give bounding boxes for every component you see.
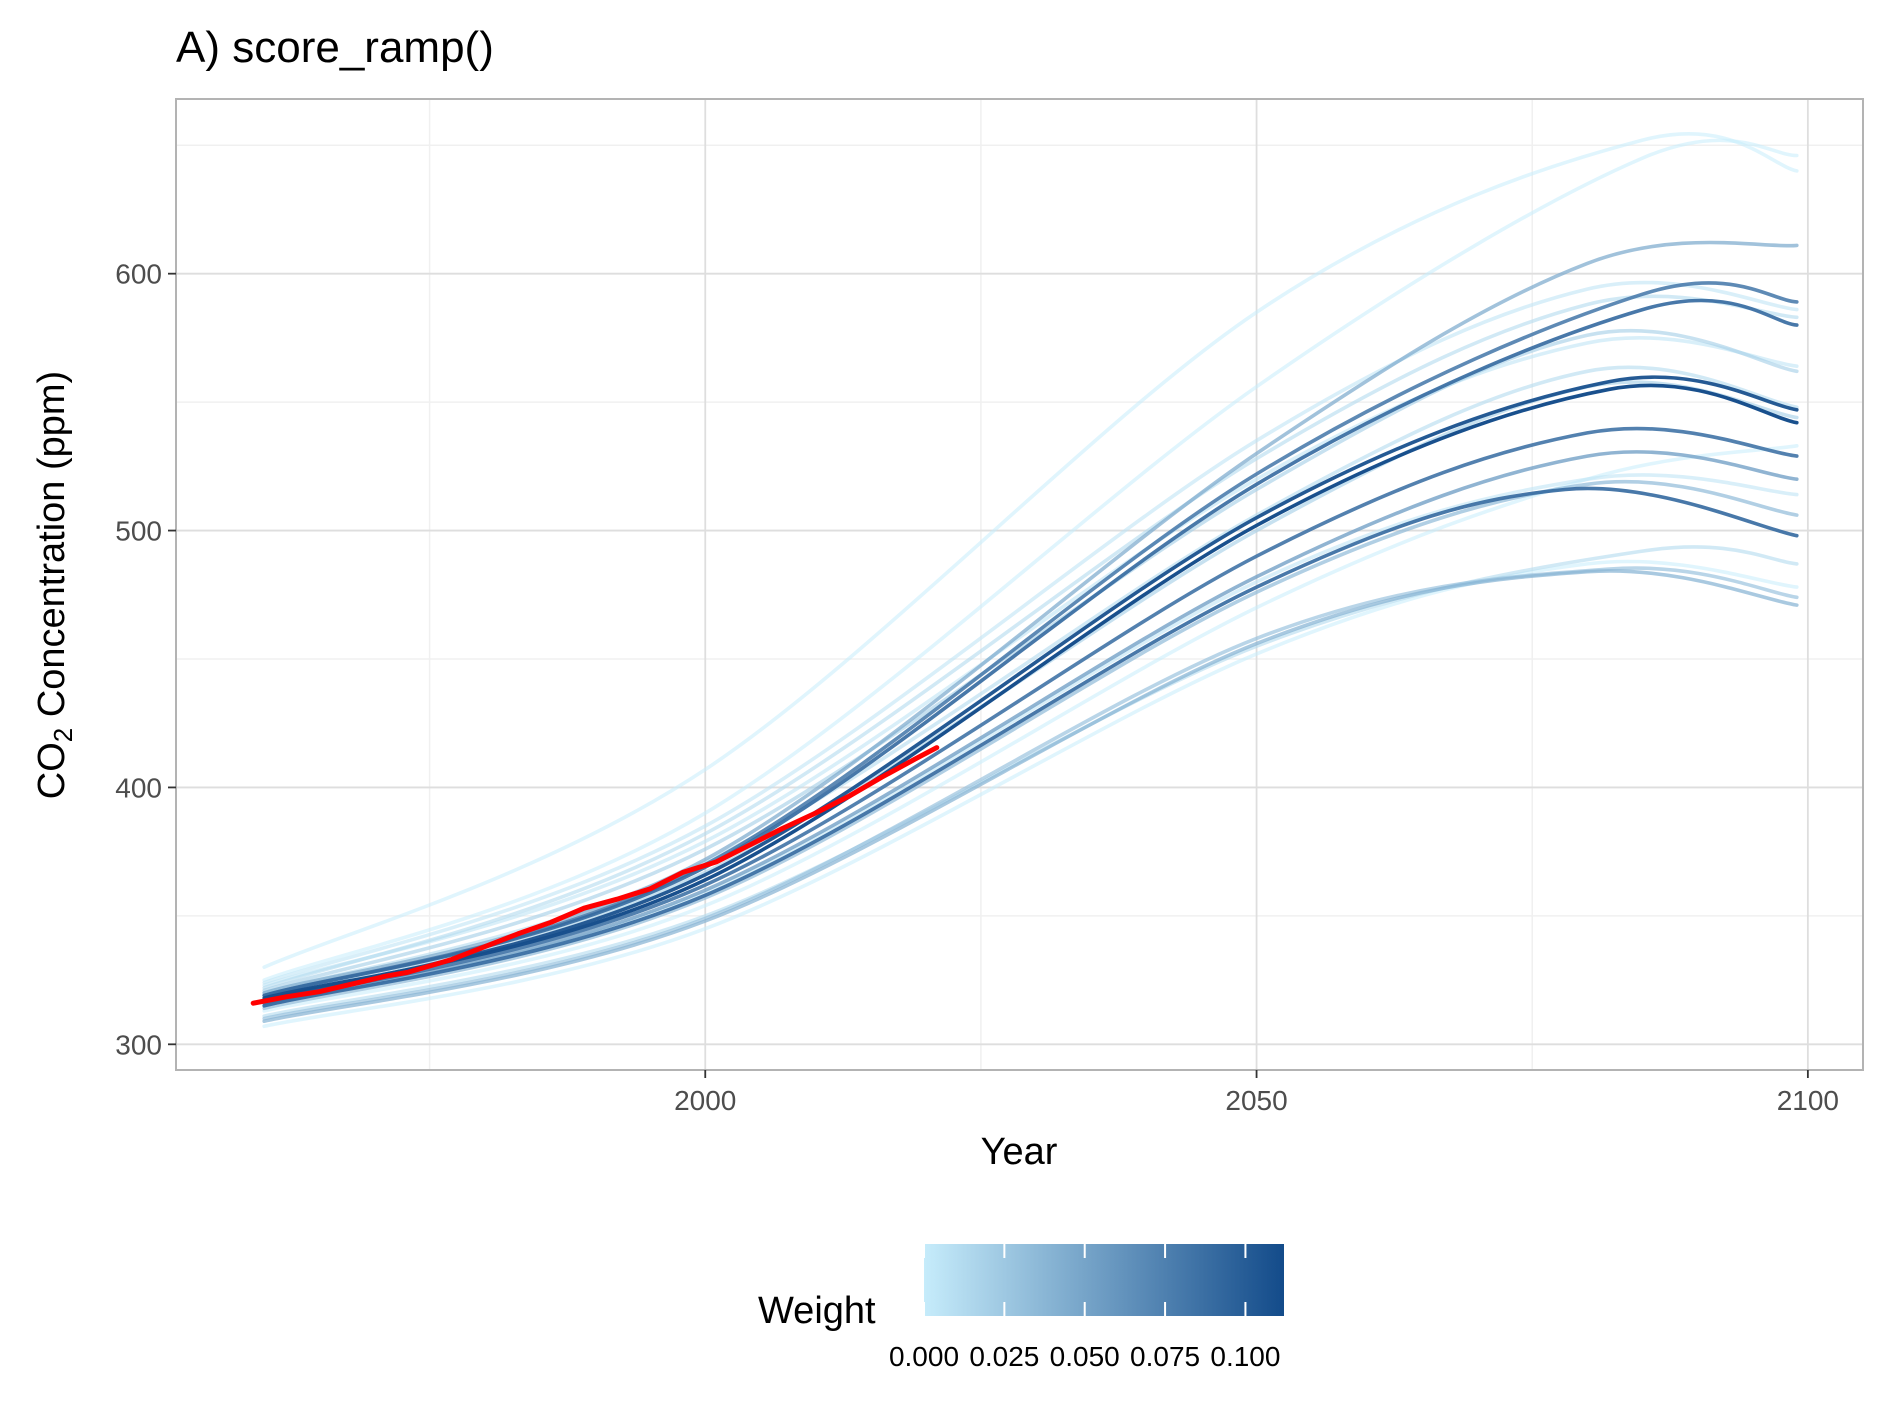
panel-background bbox=[176, 99, 1863, 1070]
y-axis-ticks: 300 400 500 600 bbox=[115, 259, 176, 1060]
grid-major bbox=[176, 99, 1863, 1070]
y-axis-title: CO2 Concentration (ppm) bbox=[31, 371, 78, 799]
series-line bbox=[262, 479, 1799, 1011]
series-line bbox=[262, 298, 1799, 998]
y-tick-label: 500 bbox=[115, 516, 162, 547]
series-line bbox=[262, 383, 1799, 1000]
legend-title: Weight bbox=[758, 1290, 876, 1332]
series-line bbox=[262, 132, 1799, 969]
legend-tick-label: 0.075 bbox=[1130, 1341, 1200, 1372]
series-line bbox=[262, 280, 1799, 985]
legend-tick-label: 0.100 bbox=[1210, 1341, 1280, 1372]
y-tick-label: 600 bbox=[115, 259, 162, 290]
series-line bbox=[262, 444, 1799, 1013]
legend-colorbar bbox=[924, 1244, 1284, 1316]
series-line bbox=[262, 426, 1799, 1005]
series-line bbox=[262, 328, 1799, 993]
panel-border bbox=[175, 98, 1864, 1071]
x-tick-label: 2000 bbox=[674, 1085, 736, 1116]
y-tick-label: 400 bbox=[115, 772, 162, 803]
series-lines bbox=[262, 132, 1799, 1029]
legend-colorbar-ticks: 0.000 0.025 0.050 0.075 0.100 bbox=[889, 1244, 1280, 1372]
legend-tick-label: 0.025 bbox=[969, 1341, 1039, 1372]
x-tick-label: 2100 bbox=[1777, 1085, 1839, 1116]
series-line bbox=[262, 559, 1799, 1029]
legend-tick-label: 0.000 bbox=[889, 1341, 959, 1372]
y-tick-label: 300 bbox=[115, 1029, 162, 1060]
series-line bbox=[262, 569, 1799, 1023]
series-line bbox=[262, 294, 1799, 990]
x-axis-ticks: 2000 2050 2100 bbox=[674, 1070, 1839, 1116]
observed-line-group bbox=[250, 745, 940, 1006]
series-line bbox=[262, 138, 1799, 982]
legend: Weight 0.000 0.025 0.050 0.075 0.100 bbox=[758, 1244, 1284, 1372]
chart-title: A) score_ramp() bbox=[176, 23, 494, 72]
x-axis-title: Year bbox=[981, 1131, 1058, 1173]
legend-tick-label: 0.050 bbox=[1050, 1341, 1120, 1372]
observed-line bbox=[250, 745, 940, 1006]
series-line bbox=[262, 450, 1799, 1008]
series-line bbox=[262, 375, 1799, 1003]
grid-minor bbox=[176, 99, 1863, 1070]
plot-panel bbox=[175, 98, 1864, 1071]
series-line bbox=[262, 486, 1799, 1008]
x-tick-label: 2050 bbox=[1225, 1085, 1287, 1116]
series-line bbox=[262, 566, 1799, 1021]
